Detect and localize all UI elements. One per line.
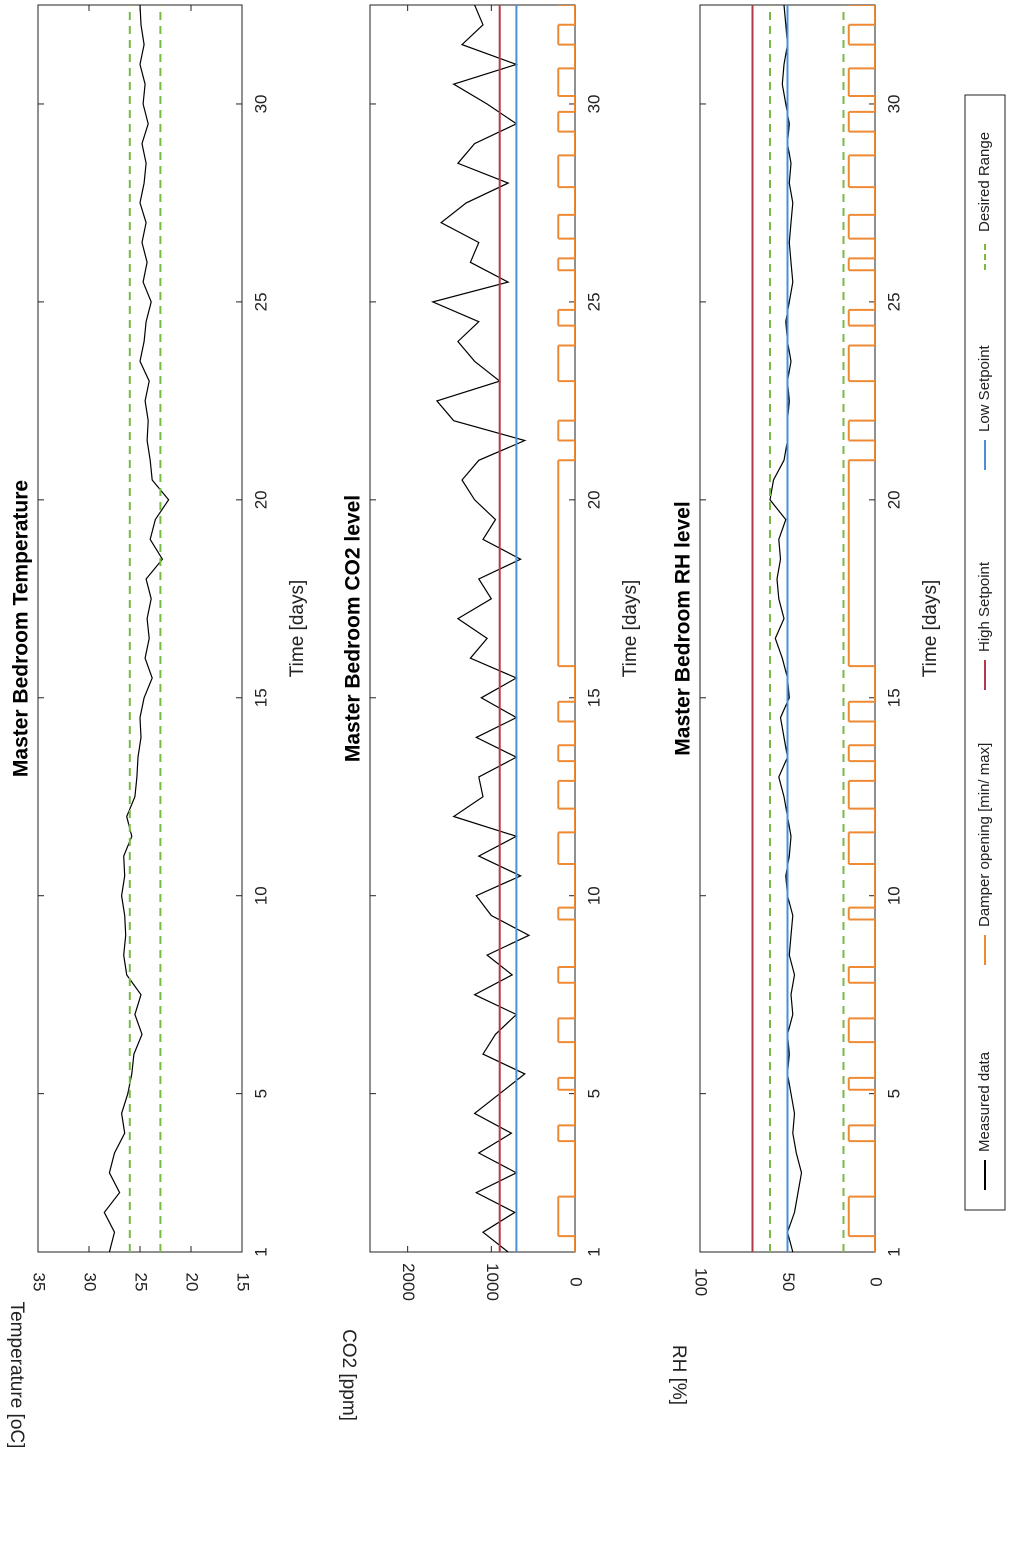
x-tick-label: 10 — [584, 886, 603, 905]
x-tick-label: 15 — [584, 688, 603, 707]
y-tick-label: 30 — [81, 1273, 100, 1292]
y-tick-label: 100 — [692, 1268, 711, 1296]
x-axis-label: Time [days] — [287, 580, 308, 678]
y-tick-label: 50 — [779, 1273, 798, 1292]
series-line — [103, 5, 170, 1252]
x-tick-label: 15 — [251, 688, 270, 707]
axes-frame — [37, 4, 243, 1253]
series-line — [430, 5, 531, 1252]
y-tick-label: 0 — [867, 1277, 886, 1286]
x-tick-label: 25 — [884, 292, 903, 311]
y-axis-label: CO2 [ppm] — [338, 1329, 359, 1421]
legend-label: Damper opening [min/ max] — [976, 743, 993, 927]
legend-label: Measured data — [976, 1051, 993, 1152]
x-tick-label: 20 — [584, 490, 603, 509]
y-tick-label: 1000 — [483, 1263, 502, 1301]
y-tick-label: 25 — [132, 1273, 151, 1292]
x-tick-label: 20 — [884, 490, 903, 509]
x-tick-label: 25 — [584, 292, 603, 311]
x-tick-label: 30 — [251, 95, 270, 114]
chart-title: Master Bedroom CO2 level — [342, 495, 365, 762]
x-tick-label: 5 — [884, 1089, 903, 1098]
plot-area — [430, 5, 575, 1252]
x-tick-label: 1 — [251, 1247, 270, 1256]
x-tick-label: 25 — [251, 292, 270, 311]
y-tick-label: 20 — [183, 1273, 202, 1292]
series-line — [769, 5, 803, 1252]
x-tick-label: 30 — [584, 95, 603, 114]
x-tick-label: 15 — [884, 688, 903, 707]
legend-box — [964, 94, 1006, 1211]
legend-label: Desired Range — [976, 132, 993, 232]
y-axis-label: Temperature [oC] — [6, 1302, 27, 1449]
chart-title: Master Bedroom Temperature — [10, 480, 33, 777]
y-tick-label: 15 — [234, 1273, 253, 1292]
x-axis-label: Time [days] — [920, 580, 941, 678]
x-tick-label: 20 — [251, 490, 270, 509]
axes-frame — [369, 4, 576, 1253]
x-tick-label: 5 — [251, 1089, 270, 1098]
x-tick-label: 1 — [884, 1247, 903, 1256]
y-tick-label: 2000 — [399, 1263, 418, 1301]
legend-label: High Setpoint — [976, 561, 993, 652]
x-tick-label: 5 — [584, 1089, 603, 1098]
x-tick-label: 30 — [884, 95, 903, 114]
plot-area — [751, 5, 875, 1252]
y-tick-label: 35 — [30, 1273, 49, 1292]
x-tick-label: 10 — [884, 886, 903, 905]
legend-label: Low Setpoint — [976, 344, 993, 432]
y-tick-label: 0 — [567, 1277, 586, 1286]
x-axis-label: Time [days] — [620, 580, 641, 678]
chart-title: Master Bedroom RH level — [672, 501, 695, 755]
y-axis-label: RH [%] — [668, 1345, 689, 1405]
x-tick-label: 10 — [251, 886, 270, 905]
plot-area — [103, 5, 170, 1252]
x-tick-label: 1 — [584, 1247, 603, 1256]
